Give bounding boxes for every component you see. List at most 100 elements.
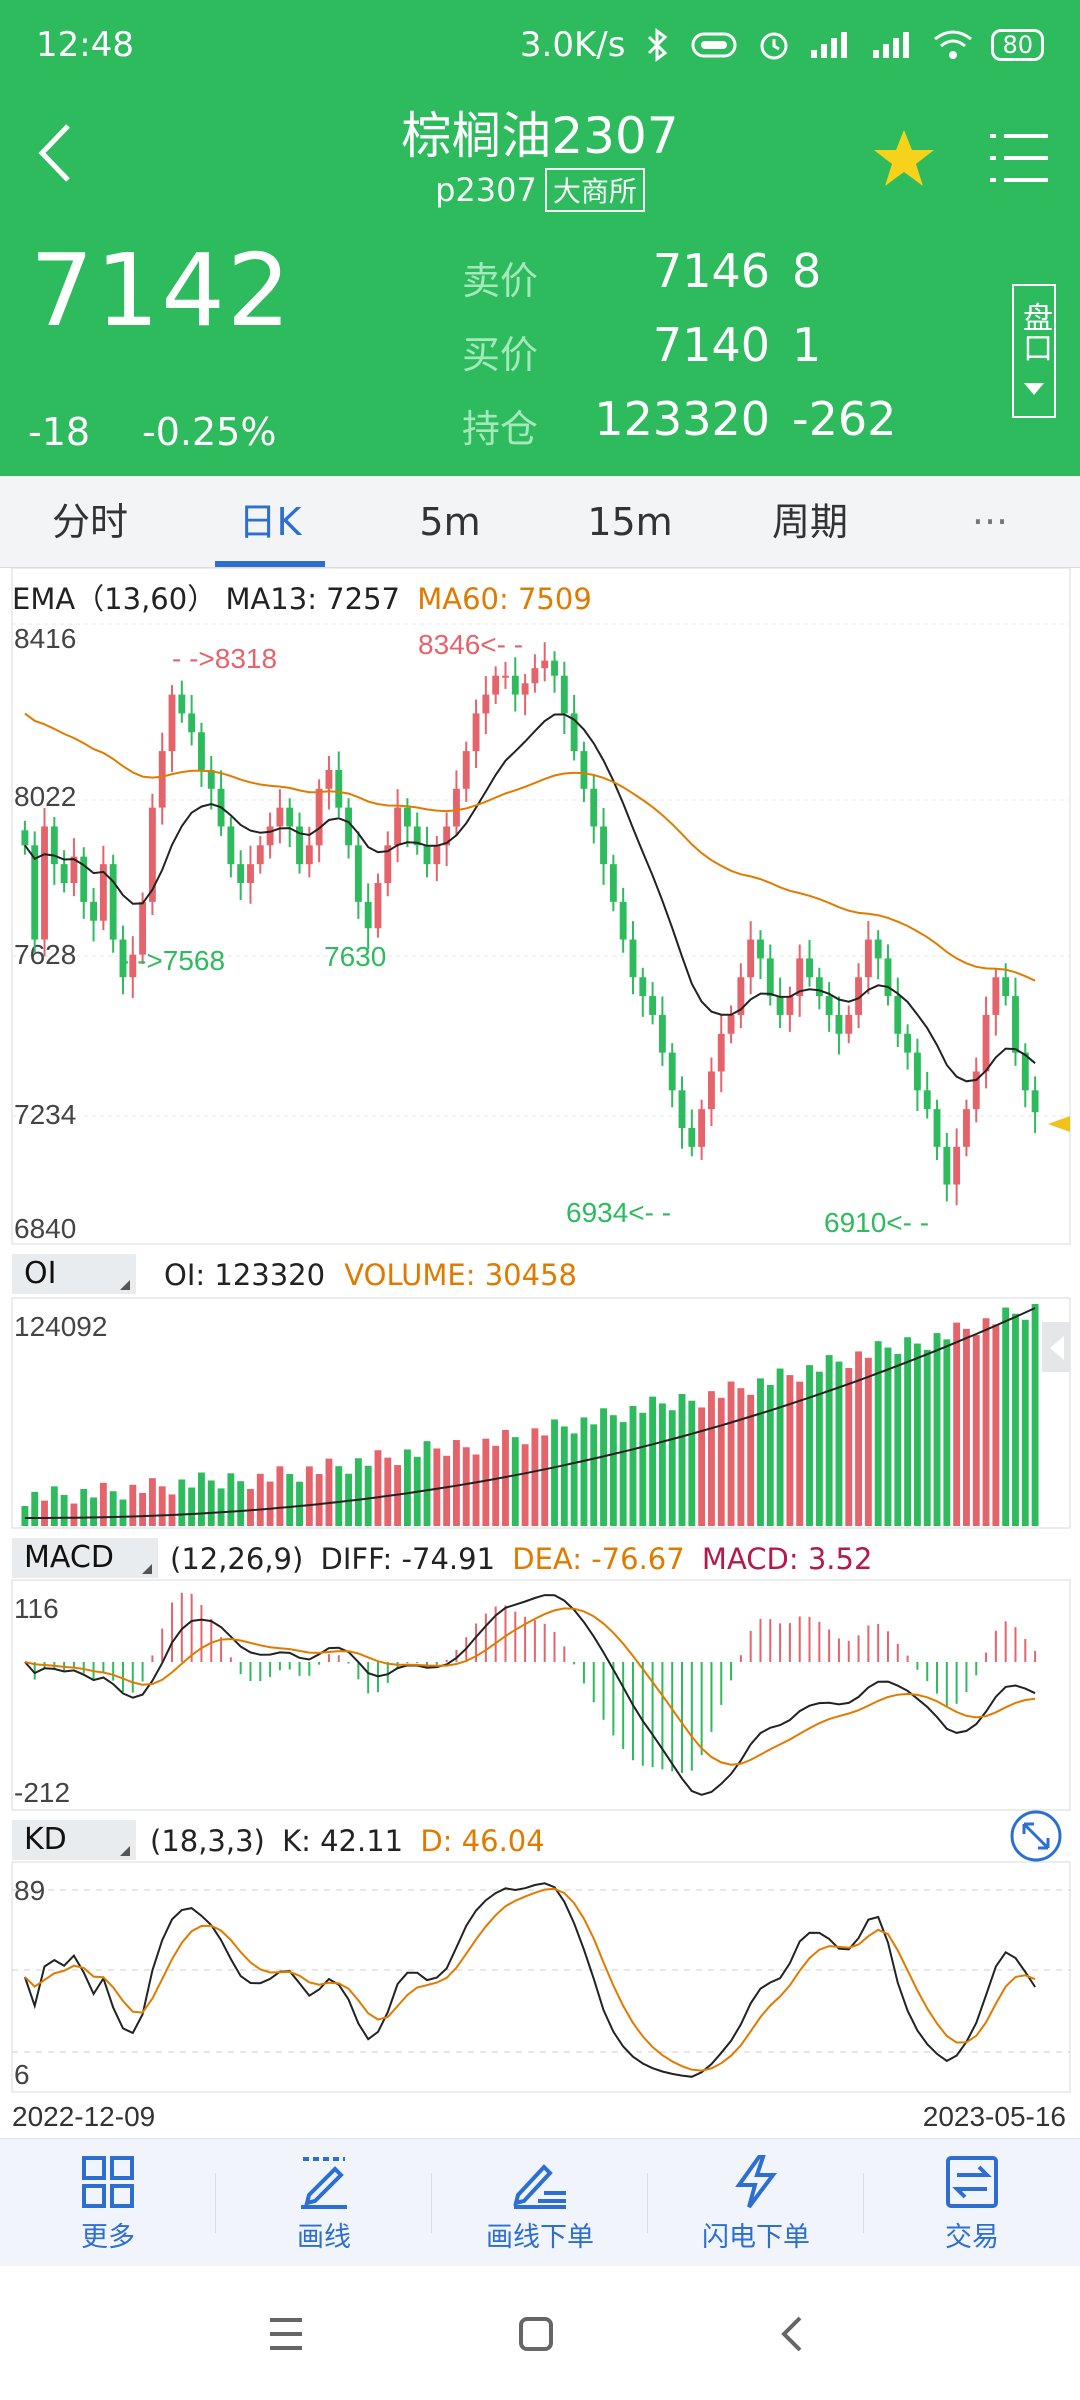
volume-bar [580, 1417, 588, 1526]
candle-body [884, 958, 892, 997]
candle-body [668, 1052, 676, 1091]
candle-body [619, 901, 627, 940]
candle-body [266, 826, 274, 846]
macd-y-bottom: -212 [14, 1777, 70, 1808]
candle-body [786, 996, 794, 1015]
volume-bar [825, 1355, 833, 1526]
volume-bar [139, 1492, 147, 1526]
signal-icon-2 [873, 32, 910, 58]
volume-bar [639, 1412, 647, 1526]
candle-body [531, 668, 539, 684]
quote-panel: 7142 -18 -0.25% 卖价 7146 8 买价 7140 1 持仓 1… [0, 220, 1080, 476]
candle-body [198, 732, 205, 770]
tab-period[interactable]: 周期 [771, 500, 848, 544]
nav-draw-order[interactable]: 画线下单 [432, 2139, 648, 2266]
candle-body [933, 1109, 941, 1147]
expand-chart-icon[interactable] [1010, 1810, 1062, 1862]
volume-bar [109, 1491, 117, 1526]
candle-body [403, 807, 411, 827]
sell-volume: 8 [792, 244, 822, 298]
exchange-badge: 大商所 [544, 168, 645, 212]
kd-y-bottom: 6 [14, 2059, 30, 2090]
system-back-icon[interactable] [776, 2314, 806, 2354]
candle-body [570, 713, 578, 752]
more-tabs-button[interactable]: ··· [971, 500, 1009, 544]
volume-bar [560, 1426, 568, 1526]
candle-body [188, 713, 196, 733]
candle-body [835, 1014, 843, 1034]
pankou-button[interactable]: 盘口 [1012, 284, 1056, 418]
candle-body [737, 977, 745, 1015]
candle-body [315, 788, 323, 846]
lightning-icon [735, 2155, 777, 2209]
nav-trade[interactable]: 交易 [864, 2139, 1080, 2266]
candle-body [806, 958, 813, 978]
oi-change: -262 [792, 392, 897, 446]
candle-body [472, 713, 480, 752]
candle-body [462, 751, 470, 789]
volume-bar [354, 1458, 362, 1526]
candle-body [590, 788, 598, 827]
candle-body [904, 1033, 912, 1053]
candle-body [276, 807, 284, 827]
annot-low-6910: 6910<- - [824, 1207, 929, 1238]
home-icon[interactable] [518, 2316, 554, 2352]
nav-more[interactable]: 更多 [0, 2139, 216, 2266]
candle-body [766, 958, 774, 997]
kline-chart[interactable]: 8416 8022 7628 7234 6840 - ->8318 8346<-… [0, 568, 1080, 2134]
oi-y-top: 124092 [14, 1311, 107, 1342]
oi-indicator-tag[interactable]: OI [12, 1254, 136, 1294]
volume-bar [50, 1486, 58, 1526]
volume-bar [188, 1487, 196, 1526]
sell-row: 卖价 7146 8 [462, 244, 982, 304]
tab-daily-k[interactable]: 日K [180, 476, 360, 567]
candle-body [364, 901, 372, 929]
volume-bar [296, 1481, 303, 1526]
back-icon[interactable] [24, 118, 94, 188]
candle-body [247, 864, 254, 884]
macd-legend: (12,26,9) DIFF: -74.91 DEA: -76.67 MACD:… [170, 1542, 872, 1576]
tab-15m[interactable]: 15m [587, 500, 673, 544]
favorite-star-icon[interactable] [872, 126, 936, 190]
kd-grid [12, 1889, 1070, 2053]
candle-body [433, 845, 441, 865]
recent-apps-icon[interactable] [266, 2316, 306, 2352]
candle-body [649, 996, 657, 1015]
candle-body [207, 769, 215, 789]
volume-bar [943, 1339, 951, 1526]
volume-bar [649, 1396, 657, 1526]
volume-bar [884, 1347, 892, 1526]
volume-bar [286, 1474, 294, 1526]
volume-bar [158, 1486, 166, 1526]
kd-panel-frame [11, 1861, 1071, 2093]
candle-body [168, 694, 176, 752]
status-time: 12:48 [36, 25, 134, 65]
macd-params: (12,26,9) [170, 1542, 304, 1576]
menu-icon[interactable] [990, 130, 1050, 186]
buy-row: 买价 7140 1 [462, 318, 982, 378]
oi-panel-frame [11, 1297, 1071, 1529]
volume-bar [305, 1466, 313, 1526]
nav-flash-order[interactable]: 闪电下单 [648, 2139, 864, 2266]
candle-body [963, 1109, 970, 1147]
volume-bar [747, 1394, 755, 1526]
tab-intraday[interactable]: 分时 [51, 500, 128, 544]
volume-bar [41, 1500, 48, 1526]
macd-histogram [33, 1592, 1037, 1773]
candle-body [776, 996, 784, 1015]
kd-params: (18,3,3) [150, 1824, 265, 1858]
volume-bar [80, 1489, 88, 1526]
buy-volume: 1 [792, 318, 822, 372]
oi-value: 123320 [594, 392, 770, 446]
volume-bar [776, 1368, 784, 1526]
nav-draw[interactable]: 画线 [216, 2139, 432, 2266]
tab-5m[interactable]: 5m [419, 500, 481, 544]
candle-body [727, 1014, 735, 1034]
volume-bar [256, 1473, 264, 1526]
volume-bar [874, 1341, 882, 1526]
volume-bar [727, 1381, 735, 1526]
macd-indicator-tag[interactable]: MACD [12, 1538, 158, 1578]
kd-indicator-tag[interactable]: KD [12, 1820, 136, 1860]
volume-bar [619, 1422, 627, 1526]
candle-body [1031, 1090, 1039, 1113]
